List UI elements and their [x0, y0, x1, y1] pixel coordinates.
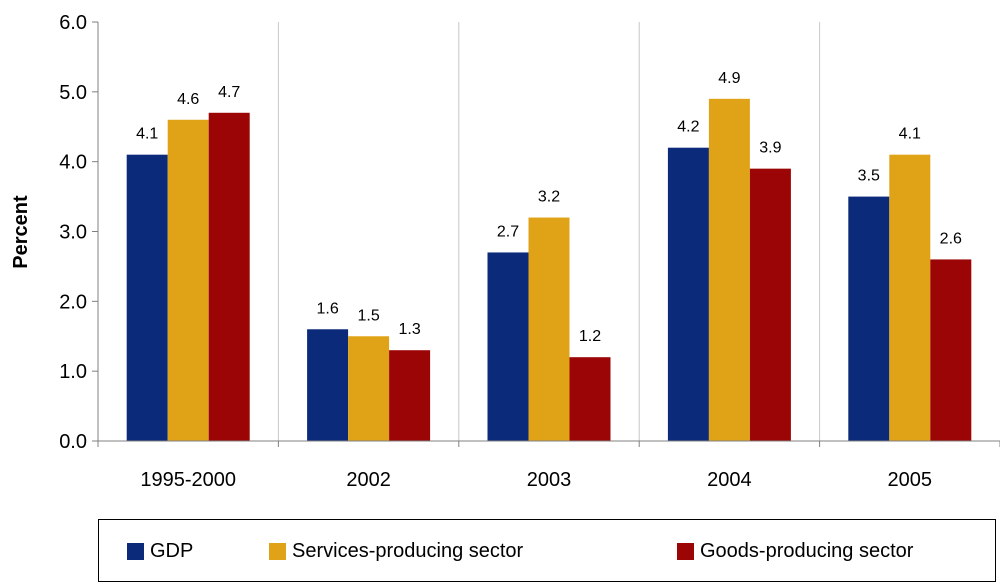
- bar: [348, 336, 390, 441]
- data-label: 1.3: [398, 321, 420, 338]
- legend: GDP Services-producing sector Goods-prod…: [98, 519, 996, 582]
- bar: [126, 154, 168, 441]
- data-label: 2.7: [497, 223, 519, 240]
- data-label: 3.2: [538, 189, 560, 206]
- x-category-label: 2003: [527, 469, 572, 491]
- data-label: 4.1: [136, 126, 158, 143]
- bar: [389, 350, 431, 441]
- data-labels: 4.1 4.6 4.7 1.6 1.5 1.3 2.7 3.2 1.2 4.2 4.9 3.9 3.5 4…: [136, 70, 962, 345]
- bar: [848, 196, 890, 441]
- x-category-label: 1995-2000: [140, 469, 236, 491]
- data-label: 3.5: [858, 168, 880, 185]
- y-tick-labels: 0.0 1.0 2.0 3.0 4.0 5.0 6.0: [59, 12, 87, 453]
- axes: [92, 21, 1000, 447]
- category-separators: [277, 22, 821, 441]
- data-label: 1.6: [316, 300, 338, 317]
- data-label: 1.2: [579, 328, 601, 345]
- bar: [569, 357, 611, 441]
- x-category-label: 2002: [346, 469, 391, 491]
- bar: [307, 329, 349, 441]
- bars: [126, 98, 972, 442]
- bar: [487, 252, 529, 441]
- data-label: 4.1: [899, 126, 921, 143]
- y-tick-label: 5.0: [59, 82, 87, 104]
- legend-swatch-services: [269, 542, 286, 560]
- legend-item-services: Services-producing sector: [269, 539, 523, 563]
- data-label: 1.5: [357, 307, 379, 324]
- y-tick-label: 3.0: [59, 222, 87, 244]
- data-label: 4.9: [718, 70, 740, 87]
- x-category-label: 2005: [888, 469, 933, 491]
- bar: [749, 168, 791, 441]
- data-label: 4.7: [218, 84, 240, 101]
- data-label: 4.2: [677, 119, 699, 136]
- y-tick-label: 1.0: [59, 361, 87, 383]
- bar: [208, 112, 250, 442]
- data-label: 2.6: [940, 230, 962, 247]
- bar-chart: 4.1 4.6 4.7 1.6 1.5 1.3 2.7 3.2 1.2 4.2 4.9 3.9 3.5 4…: [10, 12, 1000, 491]
- x-category-label: 2004: [707, 469, 752, 491]
- bar: [930, 259, 972, 441]
- legend-label-gdp: GDP: [150, 539, 194, 562]
- bar: [708, 98, 750, 442]
- x-category-labels: 1995-2000 2002 2003 2004 2005: [140, 469, 932, 491]
- y-tick-label: 2.0: [59, 291, 87, 313]
- data-label: 3.9: [759, 140, 781, 157]
- bar: [167, 119, 209, 442]
- legend-item-gdp: GDP: [127, 539, 193, 563]
- y-tick-label: 6.0: [59, 12, 87, 34]
- legend-swatch-goods: [677, 542, 694, 560]
- y-tick-label: 4.0: [59, 152, 87, 174]
- legend-swatch-gdp: [127, 542, 144, 560]
- data-label: 4.6: [177, 91, 199, 108]
- bar: [667, 147, 709, 441]
- legend-item-goods: Goods-producing sector: [677, 539, 913, 563]
- y-axis-label: Percent: [10, 195, 32, 269]
- legend-label-goods: Goods-producing sector: [700, 539, 914, 562]
- bar: [528, 217, 570, 441]
- y-tick-label: 0.0: [59, 431, 87, 453]
- legend-label-services: Services-producing sector: [292, 539, 524, 562]
- bar: [889, 154, 931, 441]
